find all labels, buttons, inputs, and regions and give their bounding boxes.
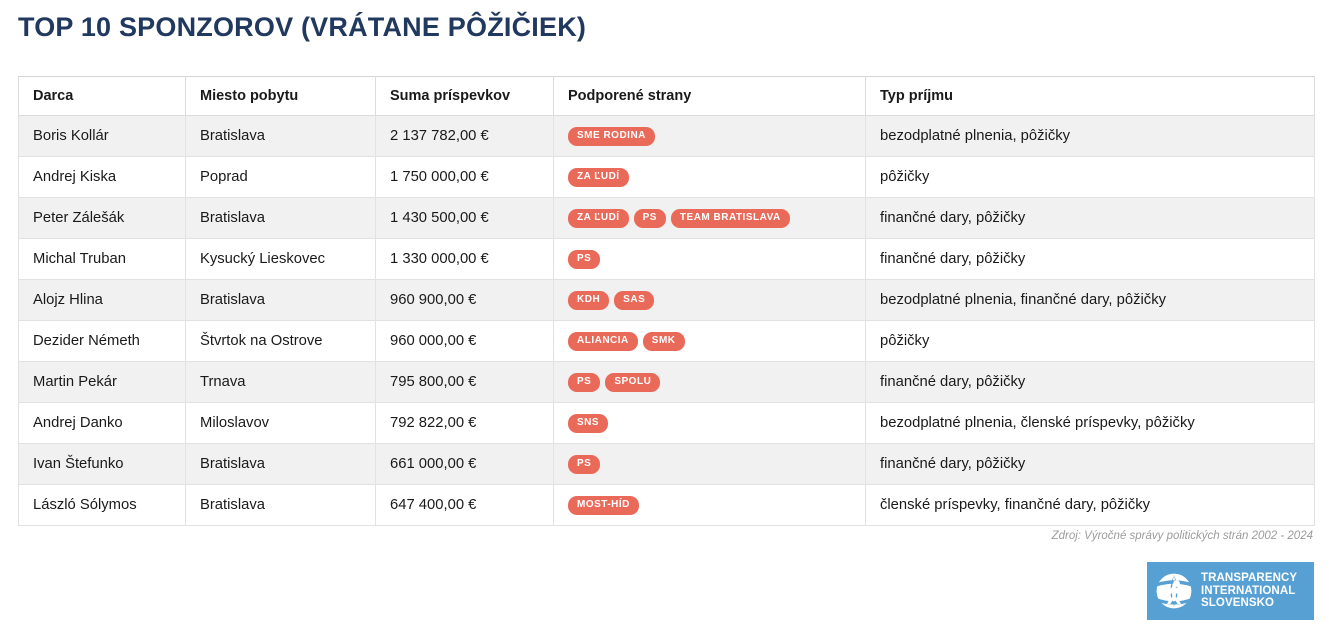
party-badge[interactable]: PS bbox=[568, 372, 601, 392]
table-body: Boris Kollár Bratislava 2 137 782,00 € SME … bbox=[18, 115, 1315, 526]
donor-name-link[interactable]: Andrej Danko bbox=[18, 402, 186, 444]
donor-name-link[interactable]: Andrej Kiska bbox=[18, 156, 186, 198]
donor-name-link[interactable]: Dezider Németh bbox=[18, 320, 186, 362]
donation-amount: 661 000,00 € bbox=[375, 443, 554, 485]
party-badge[interactable]: SMK bbox=[642, 331, 685, 351]
income-type: pôžičky bbox=[865, 320, 1315, 362]
supported-parties-cell: PS bbox=[553, 238, 866, 280]
donor-place: Bratislava bbox=[185, 279, 376, 321]
column-header-type[interactable]: Typ príjmu bbox=[865, 76, 1315, 116]
party-badge[interactable]: SAS bbox=[614, 290, 655, 310]
income-type: finančné dary, pôžičky bbox=[865, 443, 1315, 485]
ti-emblem-icon bbox=[1154, 571, 1194, 611]
donor-name-link[interactable]: László Sólymos bbox=[18, 484, 186, 526]
table-header-row: Darca Miesto pobytu Suma príspevkov Podp… bbox=[18, 76, 1315, 116]
income-type: finančné dary, pôžičky bbox=[865, 238, 1315, 280]
supported-parties-cell: KDH SAS bbox=[553, 279, 866, 321]
supported-parties-cell: SNS bbox=[553, 402, 866, 444]
income-type: pôžičky bbox=[865, 156, 1315, 198]
income-type: finančné dary, pôžičky bbox=[865, 361, 1315, 403]
donor-name-link[interactable]: Peter Zálešák bbox=[18, 197, 186, 239]
income-type: bezodplatné plnenia, finančné dary, pôži… bbox=[865, 279, 1315, 321]
page-title: TOP 10 SPONZOROV (VRÁTANE PÔŽIČIEK) bbox=[18, 12, 587, 42]
supported-parties-cell: SME RODINA bbox=[553, 115, 866, 157]
table-row: Martin Pekár Trnava 795 800,00 € PS SPOLU fin… bbox=[18, 361, 1315, 403]
income-type: členské príspevky, finančné dary, pôžičk… bbox=[865, 484, 1315, 526]
donor-place: Bratislava bbox=[185, 115, 376, 157]
donor-name-link[interactable]: Martin Pekár bbox=[18, 361, 186, 403]
donation-amount: 960 000,00 € bbox=[375, 320, 554, 362]
donor-name-link[interactable]: Michal Truban bbox=[18, 238, 186, 280]
income-type: bezodplatné plnenia, pôžičky bbox=[865, 115, 1315, 157]
column-header-parties[interactable]: Podporené strany bbox=[553, 76, 866, 116]
donor-place: Bratislava bbox=[185, 197, 376, 239]
table-row: Alojz Hlina Bratislava 960 900,00 € KDH SAS b… bbox=[18, 279, 1315, 321]
table-row: Dezider Németh Štvrtok na Ostrove 960 000,… bbox=[18, 320, 1315, 362]
donor-place: Trnava bbox=[185, 361, 376, 403]
donation-amount: 960 900,00 € bbox=[375, 279, 554, 321]
ti-logo-line3: SLOVENSKO bbox=[1201, 597, 1275, 610]
ti-logo-line2: INTERNATIONAL bbox=[1201, 584, 1296, 597]
income-type: finančné dary, pôžičky bbox=[865, 197, 1315, 239]
party-badge[interactable]: ZA ĽUDÍ bbox=[568, 208, 629, 228]
donation-amount: 647 400,00 € bbox=[375, 484, 554, 526]
party-badge[interactable]: ALIANCIA bbox=[568, 331, 638, 351]
party-badge[interactable]: KDH bbox=[568, 290, 610, 310]
supported-parties-cell: PS SPOLU bbox=[553, 361, 866, 403]
party-badge[interactable]: SNS bbox=[568, 413, 609, 433]
supported-parties-cell: ALIANCIA SMK bbox=[553, 320, 866, 362]
source-note: Zdroj: Výročné správy politických strán … bbox=[1051, 530, 1313, 542]
donation-amount: 1 430 500,00 € bbox=[375, 197, 554, 239]
top-sponsors-table: Darca Miesto pobytu Suma príspevkov Podp… bbox=[18, 76, 1315, 526]
column-header-donor[interactable]: Darca bbox=[18, 76, 186, 116]
table-row: László Sólymos Bratislava 647 400,00 € MOST… bbox=[18, 484, 1315, 526]
party-badge[interactable]: PS bbox=[633, 208, 666, 228]
table-row: Andrej Kiska Poprad 1 750 000,00 € ZA ĽUDÍ p… bbox=[18, 156, 1315, 198]
supported-parties-cell: MOST-HÍD bbox=[553, 484, 866, 526]
party-badge[interactable]: SPOLU bbox=[605, 372, 661, 392]
party-badge[interactable]: SME RODINA bbox=[568, 126, 655, 146]
party-badge[interactable]: TEAM BRATISLAVA bbox=[670, 208, 790, 228]
donation-amount: 1 750 000,00 € bbox=[375, 156, 554, 198]
table-header: Darca Miesto pobytu Suma príspevkov Podp… bbox=[18, 76, 1315, 116]
supported-parties-cell: ZA ĽUDÍ PS TEAM BRATISLAVA bbox=[553, 197, 866, 239]
party-badge[interactable]: PS bbox=[568, 249, 601, 269]
donor-place: Kysucký Lieskovec bbox=[185, 238, 376, 280]
donor-place: Poprad bbox=[185, 156, 376, 198]
table-row: Ivan Štefunko Bratislava 661 000,00 € PS fin… bbox=[18, 443, 1315, 485]
ti-logo-line1: TRANSPARENCY bbox=[1201, 571, 1298, 584]
ti-logo-text: TRANSPARENCY INTERNATIONAL SLOVENSKO bbox=[1201, 572, 1297, 611]
donation-amount: 1 330 000,00 € bbox=[375, 238, 554, 280]
column-header-place[interactable]: Miesto pobytu bbox=[185, 76, 376, 116]
column-header-amount[interactable]: Suma príspevkov bbox=[375, 76, 554, 116]
supported-parties-cell: PS bbox=[553, 443, 866, 485]
table-row: Peter Zálešák Bratislava 1 430 500,00 € ZA … bbox=[18, 197, 1315, 239]
donor-name-link[interactable]: Boris Kollár bbox=[18, 115, 186, 157]
donor-place: Štvrtok na Ostrove bbox=[185, 320, 376, 362]
donation-amount: 792 822,00 € bbox=[375, 402, 554, 444]
income-type: bezodplatné plnenia, členské príspevky, … bbox=[865, 402, 1315, 444]
party-badge[interactable]: PS bbox=[568, 454, 601, 474]
party-badge[interactable]: MOST-HÍD bbox=[568, 495, 639, 515]
party-badge[interactable]: ZA ĽUDÍ bbox=[568, 167, 629, 187]
table-row: Andrej Danko Miloslavov 792 822,00 € SNS bez… bbox=[18, 402, 1315, 444]
donor-table-container: Darca Miesto pobytu Suma príspevkov Podp… bbox=[18, 76, 1315, 526]
table-row: Michal Truban Kysucký Lieskovec 1 330 000,… bbox=[18, 238, 1315, 280]
donation-amount: 795 800,00 € bbox=[375, 361, 554, 403]
donor-place: Bratislava bbox=[185, 484, 376, 526]
donor-name-link[interactable]: Alojz Hlina bbox=[18, 279, 186, 321]
transparency-international-logo[interactable]: TRANSPARENCY INTERNATIONAL SLOVENSKO bbox=[1147, 562, 1314, 620]
donor-place: Miloslavov bbox=[185, 402, 376, 444]
donor-name-link[interactable]: Ivan Štefunko bbox=[18, 443, 186, 485]
table-row: Boris Kollár Bratislava 2 137 782,00 € SME … bbox=[18, 115, 1315, 157]
donor-place: Bratislava bbox=[185, 443, 376, 485]
donation-amount: 2 137 782,00 € bbox=[375, 115, 554, 157]
supported-parties-cell: ZA ĽUDÍ bbox=[553, 156, 866, 198]
